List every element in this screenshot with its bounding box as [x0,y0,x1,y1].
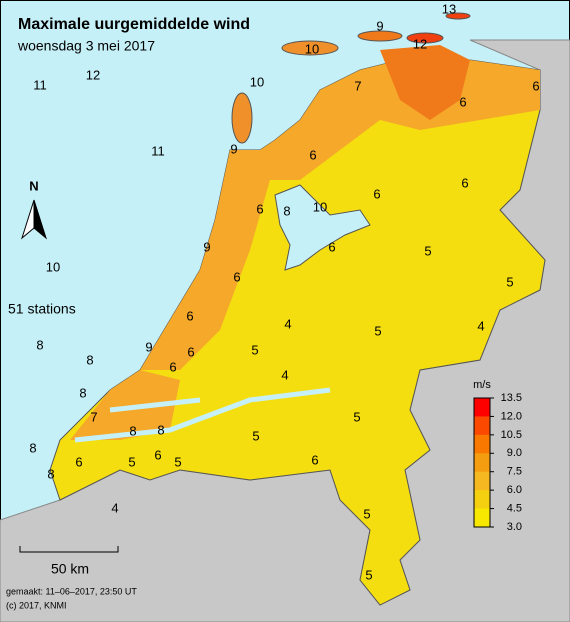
station-value: 5 [353,409,360,424]
station-value: 10 [46,259,60,274]
station-value: 7 [90,409,97,424]
island [357,30,403,42]
station-value: 6 [311,452,318,467]
legend-swatch [474,434,490,454]
station-value: 8 [86,352,93,367]
legend-swatch [474,508,490,528]
footer: (c) 2017, KNMI [6,600,67,610]
legend-swatch [474,398,490,417]
legend-tick-label: 13.5 [501,392,522,404]
station-value: 5 [174,454,181,469]
station-value: 11 [151,143,165,158]
station-value: 9 [230,141,237,156]
island [231,92,253,144]
station-value: 8 [36,337,43,352]
station-value: 12 [413,36,427,51]
legend-frame [473,397,491,528]
island [281,40,339,56]
legend-tick-label: 6.0 [507,484,522,496]
station-value: 8 [157,422,164,437]
station-value: 9 [376,18,383,33]
station-value: 12 [86,67,100,82]
legend-swatch [474,490,490,510]
legend-swatch [474,453,490,473]
station-value: 5 [506,274,513,289]
footer: gemaakt: 11–06–2017, 23:50 UT [6,586,137,596]
stations-count: 51 stations [8,301,76,317]
station-value: 10 [250,74,264,89]
station-value: 6 [532,78,539,93]
legend-swatch [474,416,490,436]
north-label: N [29,178,38,193]
dark-orange-zone [380,45,470,120]
station-value: 4 [477,318,484,333]
orange-zone [140,60,540,370]
river [74,387,331,443]
station-value: 6 [373,186,380,201]
station-value: 8 [29,440,36,455]
station-value: 6 [186,308,193,323]
station-value: 6 [256,201,263,216]
island [445,12,471,20]
lake [274,184,371,271]
station-value: 11 [33,77,47,92]
station-value: 8 [283,203,290,218]
station-value: 6 [459,94,466,109]
station-value: 5 [128,454,135,469]
station-value: 6 [309,147,316,162]
station-value: 5 [363,506,370,521]
station-value: 6 [154,447,161,462]
station-value: 13 [442,1,456,16]
legend-swatch [474,471,490,491]
legend-tick-label: 10.5 [501,429,522,441]
station-value: 8 [79,385,86,400]
station-value: 5 [365,567,372,582]
station-value: 5 [251,342,258,357]
station-value: 10 [313,199,327,214]
station-value: 4 [111,500,118,515]
station-value: 4 [281,367,288,382]
station-value: 8 [129,423,136,438]
station-value: 6 [169,359,176,374]
station-value: 6 [75,454,82,469]
subtitle: woensdag 3 mei 2017 [17,38,155,54]
station-value: 4 [284,316,291,331]
station-value: 6 [461,175,468,190]
legend-tick-label: 7.5 [507,466,522,478]
station-value: 6 [187,344,194,359]
station-value: 5 [424,243,431,258]
station-value: 5 [252,428,259,443]
legend-tick-label: 4.5 [507,502,522,514]
title: Maximale uurgemiddelde wind [18,16,250,33]
station-value: 5 [374,323,381,338]
station-value: 10 [305,41,319,56]
station-value: 7 [354,78,361,93]
legend-unit: m/s [473,379,491,391]
station-value: 8 [47,466,54,481]
north-arrow [33,199,47,240]
legend-tick-label: 12.0 [501,410,522,422]
station-value: 9 [145,339,152,354]
legend-tick-label: 9.0 [507,447,522,459]
island [406,32,444,44]
station-value: 6 [233,269,240,284]
station-value: 6 [328,239,335,254]
scale-bar [19,546,119,553]
station-value: 9 [203,239,210,254]
legend-tick-label: 3.0 [507,521,522,533]
scale-label: 50 km [51,561,89,577]
orange-zone [70,370,180,440]
